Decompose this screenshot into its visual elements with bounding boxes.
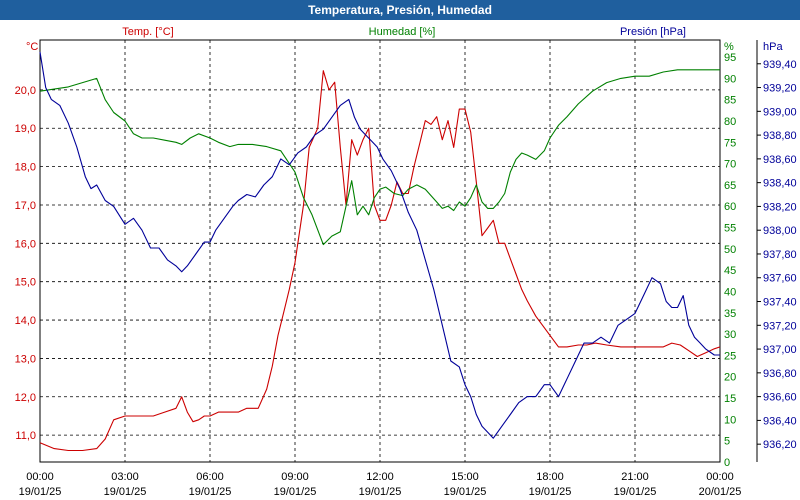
humidity-tick-label: 55 <box>724 223 736 235</box>
pressure-tick-label: 936,40 <box>763 415 797 427</box>
temp-tick-label: 12,0 <box>15 392 36 404</box>
temp-tick-label: 14,0 <box>15 315 36 327</box>
x-tick-label: 09:00 <box>281 471 309 483</box>
pressure-unit-label: hPa <box>763 41 783 53</box>
humidity-tick-label: 90 <box>724 73 736 85</box>
humidity-tick-label: 65 <box>724 180 736 192</box>
humidity-tick-label: 15 <box>724 393 736 405</box>
temp-tick-label: 16,0 <box>15 238 36 250</box>
humidity-tick-label: 50 <box>724 244 736 256</box>
pressure-tick-label: 937,60 <box>763 273 797 285</box>
x-tick-label: 21:00 <box>621 471 649 483</box>
x-date-label: 19/01/25 <box>189 486 232 498</box>
pressure-tick-label: 937,00 <box>763 344 797 356</box>
chart-title: Temperatura, Presión, Humedad <box>308 3 492 17</box>
temp-unit-label: °C <box>26 41 38 53</box>
humidity-tick-label: 45 <box>724 265 736 277</box>
pressure-series-label: Presión [hPa] <box>620 26 686 38</box>
pressure-tick-label: 939,20 <box>763 83 797 95</box>
axis-labels: 00:00 19/01/25 03:00 19/01/25 06:00 19/01/25 0… <box>15 26 797 498</box>
temp-tick-label: 11,0 <box>15 430 36 442</box>
temp-tick-label: 15,0 <box>15 277 36 289</box>
pressure-tick-label: 939,40 <box>763 59 797 71</box>
humidity-tick-label: 40 <box>724 286 736 298</box>
pressure-tick-label: 938,40 <box>763 178 797 190</box>
x-date-label: 19/01/25 <box>614 486 657 498</box>
pressure-tick-label: 938,20 <box>763 201 797 213</box>
chart-title-bar: Temperatura, Presión, Humedad <box>0 0 800 20</box>
humidity-tick-label: 60 <box>724 201 736 213</box>
x-tick-label: 03:00 <box>111 471 139 483</box>
pressure-tick-label: 936,60 <box>763 392 797 404</box>
pressure-tick-label: 937,20 <box>763 320 797 332</box>
humidity-tick-label: 0 <box>724 457 730 469</box>
x-date-label: 19/01/25 <box>444 486 487 498</box>
x-date-label: 19/01/25 <box>19 486 62 498</box>
pressure-tick-label: 936,20 <box>763 439 797 451</box>
temp-tick-label: 19,0 <box>15 123 36 135</box>
temp-series-label: Temp. [°C] <box>122 26 173 38</box>
x-tick-label: 12:00 <box>366 471 394 483</box>
x-date-label: 19/01/25 <box>274 486 317 498</box>
x-tick-label: 15:00 <box>451 471 479 483</box>
humidity-unit-label: % <box>724 41 734 53</box>
humidity-tick-label: 95 <box>724 52 736 64</box>
humidity-tick-label: 75 <box>724 137 736 149</box>
humidity-tick-label: 85 <box>724 95 736 107</box>
x-date-label: 19/01/25 <box>529 486 572 498</box>
pressure-tick-label: 939,00 <box>763 106 797 118</box>
pressure-tick-label: 937,80 <box>763 249 797 261</box>
x-date-label: 20/01/25 <box>699 486 742 498</box>
temp-tick-label: 13,0 <box>15 353 36 365</box>
x-tick-label: 00:00 <box>706 471 734 483</box>
grid-lines <box>40 40 720 462</box>
chart-area: 00:00 19/01/25 03:00 19/01/25 06:00 19/01/25 0… <box>15 26 797 498</box>
humidity-series-label: Humedad [%] <box>369 26 436 38</box>
humidity-tick-label: 10 <box>724 414 736 426</box>
humidity-tick-label: 35 <box>724 308 736 320</box>
humidity-tick-label: 25 <box>724 350 736 362</box>
humidity-tick-label: 5 <box>724 436 730 448</box>
pressure-tick-label: 938,00 <box>763 225 797 237</box>
x-date-label: 19/01/25 <box>104 486 147 498</box>
humidity-tick-label: 70 <box>724 159 736 171</box>
x-tick-label: 18:00 <box>536 471 564 483</box>
series-group <box>39 51 721 452</box>
temp-series-line <box>39 70 721 452</box>
pressure-tick-label: 937,40 <box>763 297 797 309</box>
temp-tick-label: 17,0 <box>15 200 36 212</box>
pres-series-line <box>39 51 720 439</box>
pressure-tick-label: 938,60 <box>763 154 797 166</box>
humidity-tick-label: 80 <box>724 116 736 128</box>
humidity-tick-label: 20 <box>724 372 736 384</box>
humidity-tick-label: 30 <box>724 329 736 341</box>
x-tick-label: 06:00 <box>196 471 224 483</box>
temp-tick-label: 20,0 <box>15 85 36 97</box>
temp-tick-label: 18,0 <box>15 162 36 174</box>
pressure-tick-label: 938,80 <box>763 130 797 142</box>
x-tick-label: 00:00 <box>26 471 54 483</box>
pressure-tick-label: 936,80 <box>763 368 797 380</box>
x-date-label: 19/01/25 <box>359 486 402 498</box>
